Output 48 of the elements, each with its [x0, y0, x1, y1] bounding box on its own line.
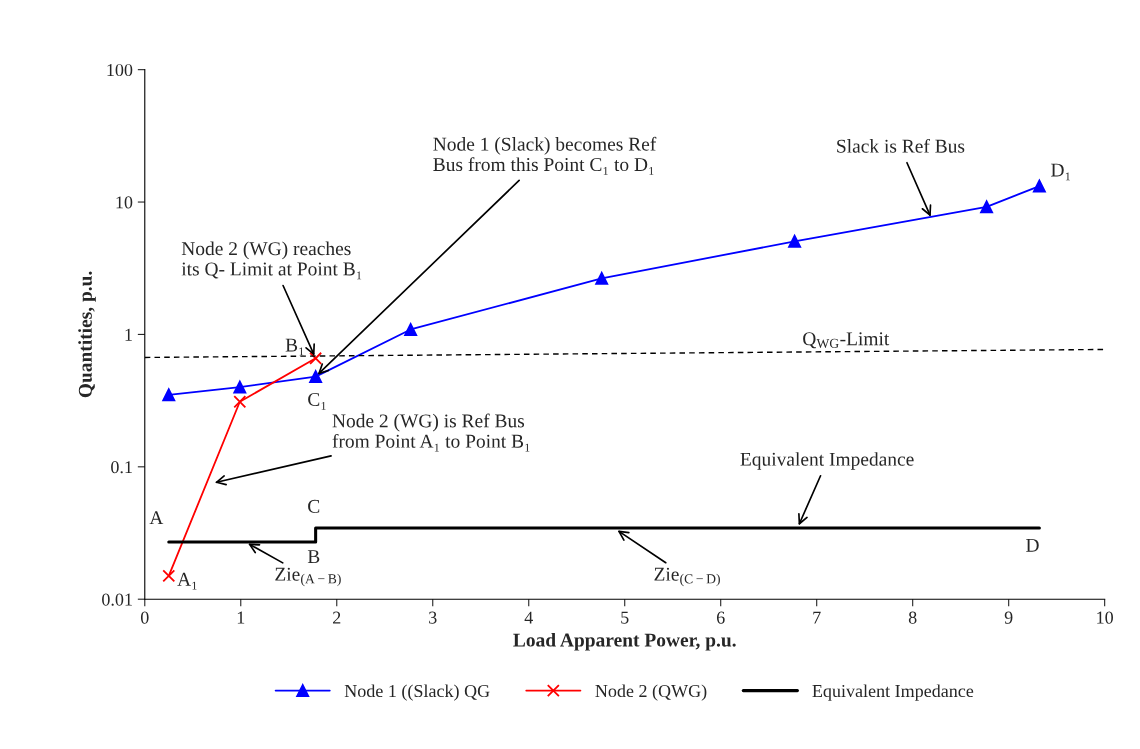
y-tick-label: 0.1 [111, 461, 132, 474]
annotation: C [308, 499, 320, 513]
annotation: D₁ [1051, 163, 1070, 181]
y-axis-title: Quantities, p.u. [78, 271, 96, 398]
legend-label: Node 1 ((Slack) QG [344, 684, 490, 701]
annotation: Node 2 (WG) is Ref Bus from Point A₁ to Point B₁ [332, 413, 530, 452]
x-tick-label: 10 [1097, 611, 1113, 624]
point [162, 569, 176, 583]
x-tick-label: 1 [237, 611, 245, 624]
x-tick-label: 6 [716, 611, 725, 624]
x-tick-label: 2 [333, 611, 341, 624]
annotation: D [1026, 538, 1039, 552]
x-tick-label: 3 [429, 611, 437, 624]
point [980, 200, 994, 214]
point [595, 271, 609, 285]
x-tick-label: 4 [524, 611, 533, 624]
point [309, 351, 323, 365]
annotation: Slack is Ref Bus [837, 138, 965, 153]
legend-label: Equivalent Impedance [812, 684, 974, 701]
annotation: A₁ [177, 572, 197, 590]
annotation: Equivalent Impedance [740, 452, 914, 470]
annotation: Q$_{WG}$-Limit [803, 332, 890, 349]
point [404, 323, 418, 336]
point [162, 388, 176, 402]
annotation: Zie$_{(A−B)}$ [275, 567, 341, 587]
y-tick-label: 0.01 [102, 593, 132, 606]
x-axis-title: Load Apparent Power, p.u. [513, 632, 736, 651]
y-tick-label: 100 [107, 63, 133, 77]
annotation: B₁ [285, 338, 304, 356]
legend-label: Node 2 (QWG) [595, 684, 707, 701]
annotation: Node 1 (Slack) becomes Ref Bus from this Point C₁ to D₁ [433, 136, 657, 175]
x-tick-label: 9 [1004, 611, 1013, 624]
point [233, 380, 247, 394]
x-tick-label: 0 [140, 611, 149, 624]
annotation: B [307, 550, 320, 564]
point [1032, 179, 1046, 193]
y-tick-label: 10 [116, 196, 133, 209]
annotation: A [149, 511, 164, 525]
x-tick-label: 8 [908, 611, 917, 624]
point [788, 234, 802, 248]
x-tick-label: 7 [813, 611, 821, 624]
point [233, 395, 247, 409]
annotation: Node 2 (WG) reaches its Q- Limit at Point B₁ [181, 241, 362, 280]
x-tick-label: 5 [621, 611, 629, 624]
annotation: Zie$_{(C−D)}$ [654, 567, 720, 587]
point [309, 370, 323, 384]
y-tick-label: 1 [125, 328, 132, 341]
annotation: C₁ [308, 392, 326, 410]
